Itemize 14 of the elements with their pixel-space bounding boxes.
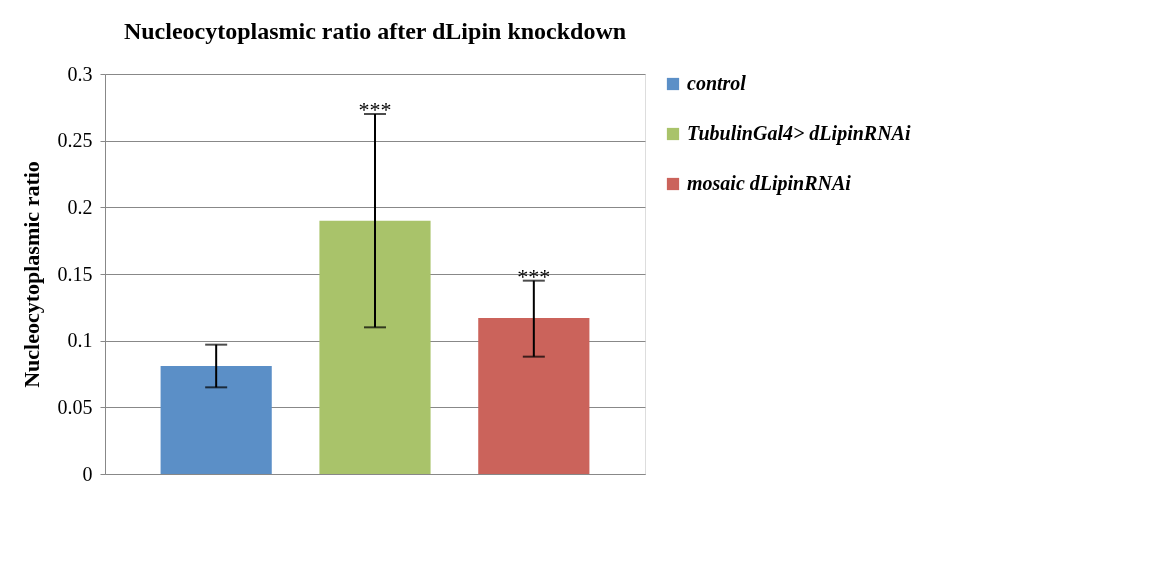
y-tick-label: 0.1 xyxy=(67,329,93,352)
annotation: *** xyxy=(358,97,392,122)
y-tick-label: 0.3 xyxy=(67,62,93,85)
y-tick-label: 0.05 xyxy=(57,395,93,418)
chart-title: Nucleocytoplasmic ratio after dLipin knockdown xyxy=(123,18,627,44)
y-axis-title: Nucleocytoplasmic ratio xyxy=(18,161,44,388)
legend-label: TubulinGal4> dLipinRNAi xyxy=(687,122,911,145)
annotation: *** xyxy=(517,263,551,289)
y-tick-label: 0.2 xyxy=(67,195,93,218)
y-tick-label: 0.15 xyxy=(57,262,93,285)
y-tick-label: 0 xyxy=(82,462,93,485)
legend-label: control xyxy=(687,72,747,94)
y-tick-label: 0.25 xyxy=(57,129,93,152)
legend-label: mosaic dLipinRNAi xyxy=(687,172,852,195)
